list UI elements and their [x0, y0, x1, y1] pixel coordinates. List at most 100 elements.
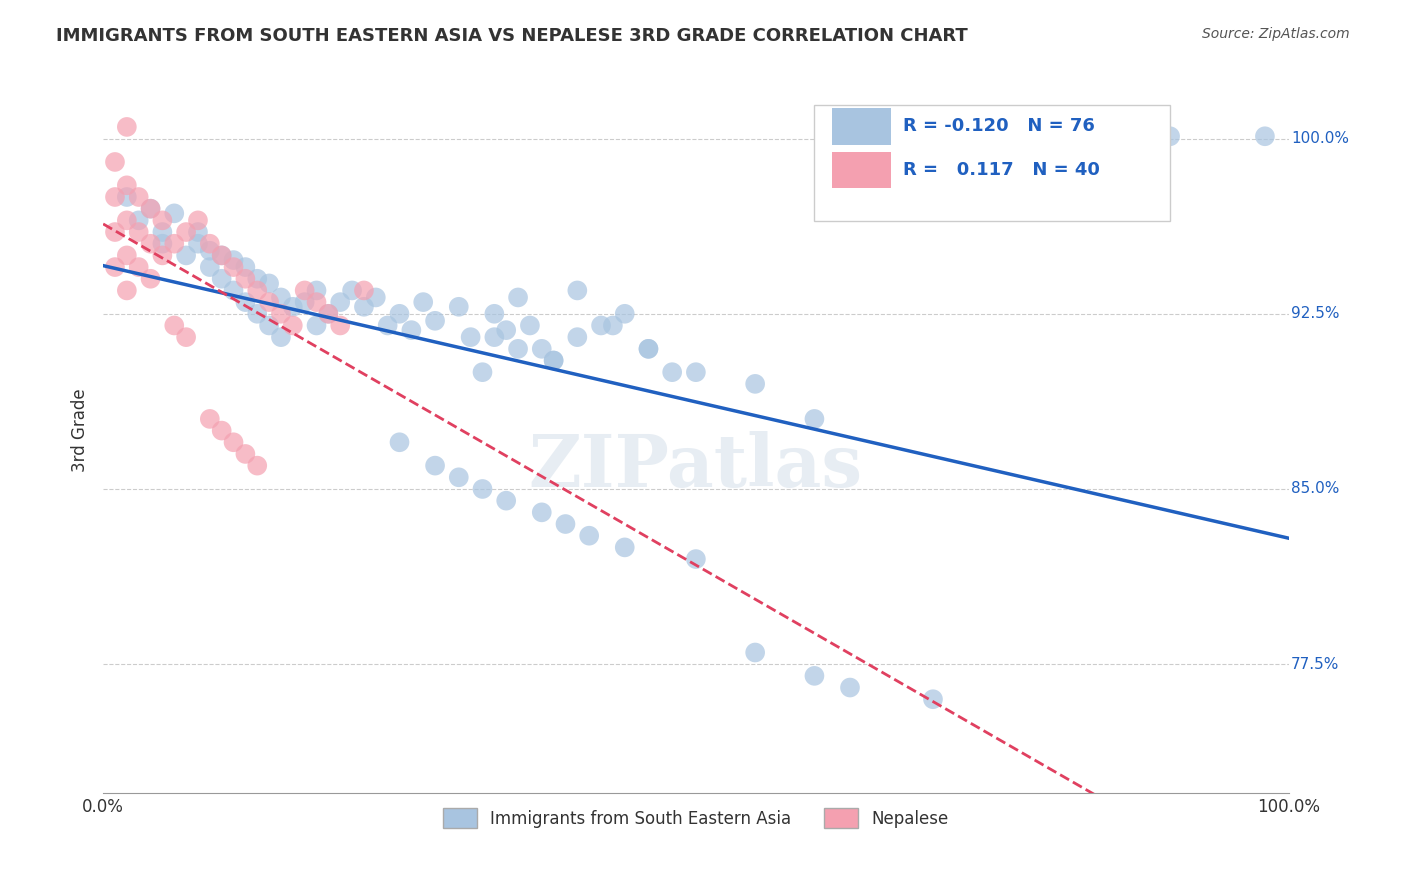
Point — [340, 284, 363, 298]
Point — [543, 353, 565, 368]
Point — [198, 412, 221, 426]
Point — [211, 272, 233, 286]
Point — [187, 236, 209, 251]
Point — [281, 300, 304, 314]
Point — [506, 290, 529, 304]
Point — [744, 376, 766, 391]
Point — [495, 493, 517, 508]
Point — [1254, 129, 1277, 144]
Y-axis label: 3rd Grade: 3rd Grade — [72, 389, 89, 473]
Point — [543, 353, 565, 368]
Point — [152, 248, 174, 262]
Point — [115, 120, 138, 134]
Point — [685, 365, 707, 379]
Point — [353, 284, 375, 298]
Point — [1159, 129, 1181, 144]
Point — [128, 213, 150, 227]
Point — [613, 307, 636, 321]
Point — [128, 190, 150, 204]
Point — [613, 541, 636, 555]
Text: R = -0.120   N = 76: R = -0.120 N = 76 — [903, 118, 1095, 136]
Point — [329, 295, 352, 310]
Point — [388, 307, 411, 321]
Text: 85.0%: 85.0% — [1291, 482, 1340, 497]
Text: R =   0.117   N = 40: R = 0.117 N = 40 — [903, 161, 1101, 179]
Point — [270, 307, 292, 321]
Point — [128, 260, 150, 274]
Point — [174, 330, 197, 344]
Point — [222, 435, 245, 450]
Point — [222, 260, 245, 274]
Point — [235, 447, 257, 461]
Point — [305, 295, 328, 310]
Point — [839, 681, 862, 695]
Point — [152, 213, 174, 227]
Point — [270, 290, 292, 304]
Point — [198, 236, 221, 251]
Point — [115, 248, 138, 262]
Point — [104, 225, 127, 239]
Point — [139, 272, 162, 286]
Point — [460, 330, 482, 344]
Point — [318, 307, 340, 321]
Point — [519, 318, 541, 333]
Point — [257, 318, 280, 333]
Point — [152, 225, 174, 239]
Point — [294, 295, 316, 310]
Text: 100.0%: 100.0% — [1291, 131, 1348, 146]
Point — [554, 516, 576, 531]
Point — [377, 318, 399, 333]
Point — [484, 307, 506, 321]
Point — [235, 295, 257, 310]
Point — [174, 225, 197, 239]
Point — [211, 424, 233, 438]
FancyBboxPatch shape — [814, 104, 1170, 220]
Point — [637, 342, 659, 356]
Point — [329, 318, 352, 333]
Legend: Immigrants from South Eastern Asia, Nepalese: Immigrants from South Eastern Asia, Nepa… — [437, 801, 955, 835]
Point — [318, 307, 340, 321]
Point — [235, 272, 257, 286]
Point — [305, 318, 328, 333]
Point — [305, 284, 328, 298]
Point — [423, 314, 446, 328]
Point — [661, 365, 683, 379]
Point — [506, 342, 529, 356]
Point — [139, 202, 162, 216]
Point — [364, 290, 387, 304]
Point — [281, 318, 304, 333]
Point — [115, 190, 138, 204]
Point — [484, 330, 506, 344]
Point — [447, 300, 470, 314]
FancyBboxPatch shape — [832, 152, 891, 188]
Point — [401, 323, 423, 337]
Point — [104, 190, 127, 204]
Point — [222, 253, 245, 268]
Point — [246, 272, 269, 286]
Point — [423, 458, 446, 473]
Point — [388, 435, 411, 450]
Point — [163, 206, 186, 220]
Point — [589, 318, 612, 333]
FancyBboxPatch shape — [832, 108, 891, 145]
Text: IMMIGRANTS FROM SOUTH EASTERN ASIA VS NEPALESE 3RD GRADE CORRELATION CHART: IMMIGRANTS FROM SOUTH EASTERN ASIA VS NE… — [56, 27, 967, 45]
Point — [104, 155, 127, 169]
Point — [495, 323, 517, 337]
Point — [246, 307, 269, 321]
Point — [115, 213, 138, 227]
Point — [270, 330, 292, 344]
Point — [211, 248, 233, 262]
Point — [187, 213, 209, 227]
Point — [471, 482, 494, 496]
Point — [412, 295, 434, 310]
Text: 77.5%: 77.5% — [1291, 657, 1340, 672]
Point — [530, 342, 553, 356]
Point — [471, 365, 494, 379]
Point — [139, 202, 162, 216]
Point — [187, 225, 209, 239]
Point — [744, 646, 766, 660]
Point — [685, 552, 707, 566]
Point — [803, 412, 825, 426]
Point — [246, 284, 269, 298]
Point — [104, 260, 127, 274]
